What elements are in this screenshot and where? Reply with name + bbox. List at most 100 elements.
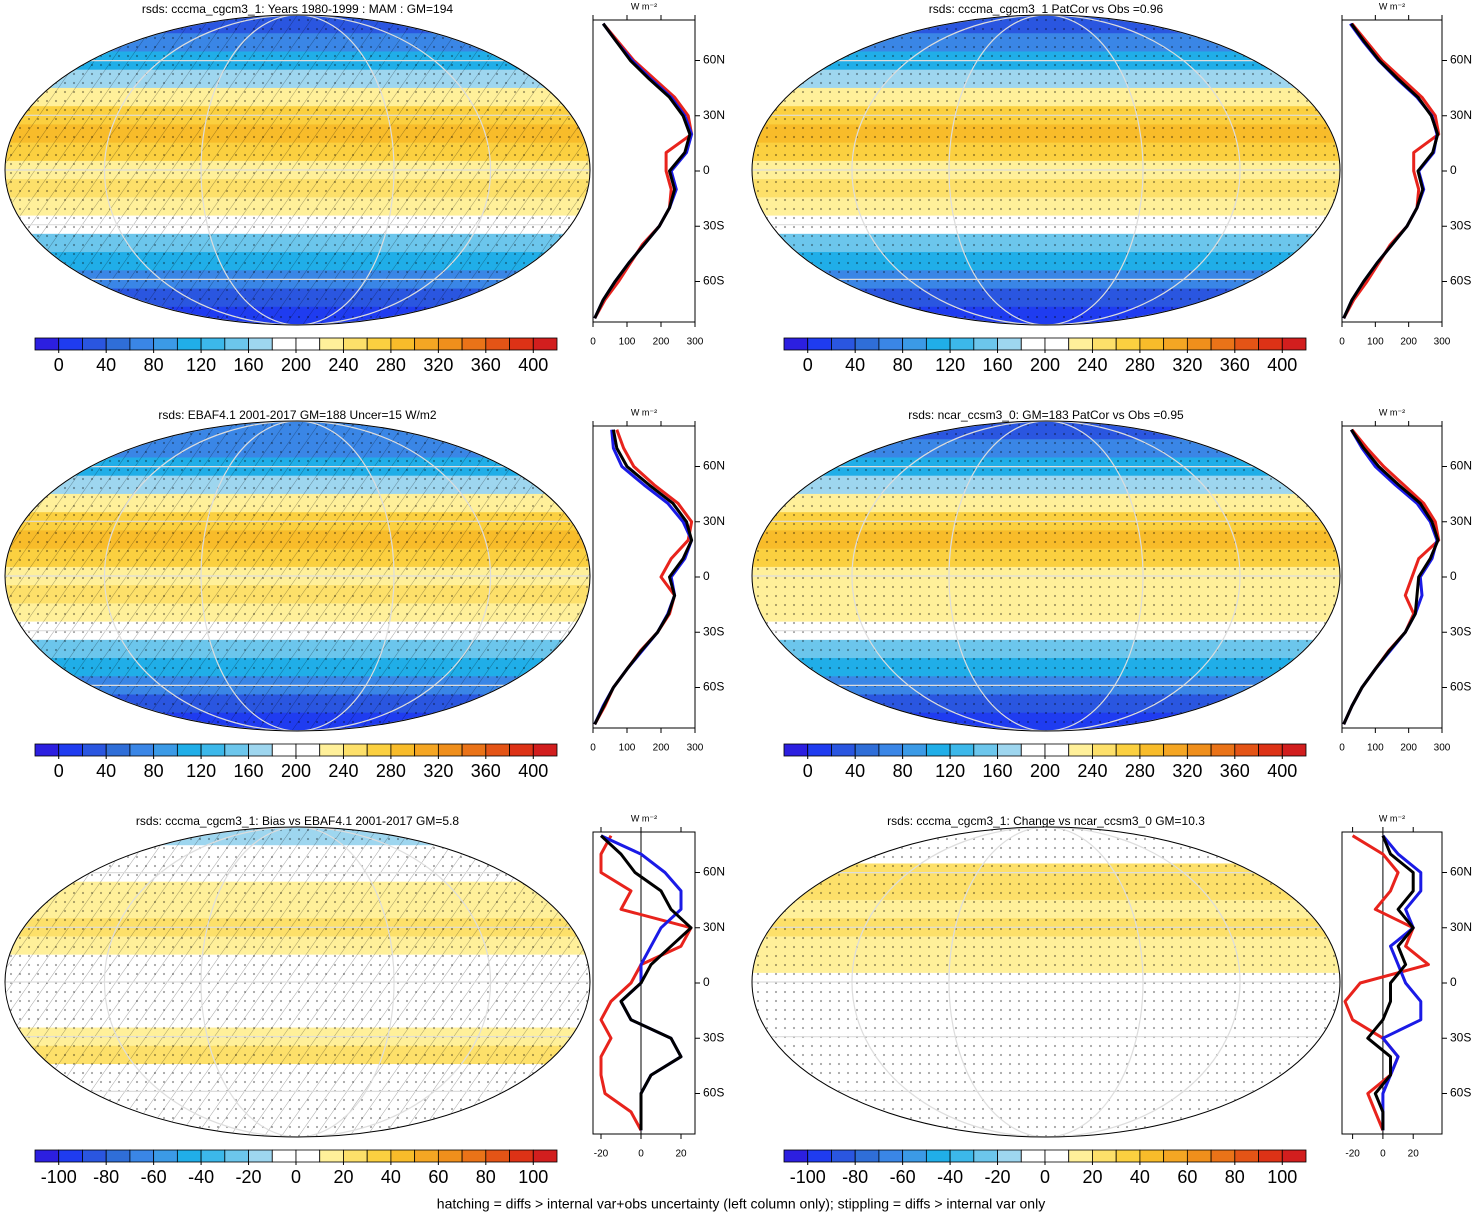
map [752,15,1340,325]
colorbar-box [366,743,392,757]
profile-frame [592,425,696,729]
x-tick-label: 300 [687,743,704,754]
profile-unit: W m⁻² [1379,813,1405,823]
colorbar-label: 280 [1125,355,1155,375]
colorbar-box [925,337,951,351]
colorbar-box [509,337,534,351]
colorbar-label: 120 [186,761,216,781]
colorbar-box [200,1149,226,1163]
colorbar-box [1139,1149,1165,1163]
colorbar-box [248,337,273,351]
colorbar-box [1115,743,1141,757]
colorbar-box [105,1149,131,1163]
map-outline [4,14,591,326]
colorbar-box [1186,1149,1212,1163]
colorbar-box [82,337,107,351]
map-outline [4,826,591,1138]
profile-line [1343,834,1430,1131]
colorbar-label: 40 [96,761,116,781]
colorbar-label: 280 [1125,761,1155,781]
colorbar-box [153,337,178,351]
x-tick-label: 200 [1400,337,1417,348]
colorbar-box [1210,337,1236,351]
colorbar-label: 360 [1220,355,1250,375]
map-outline [751,14,1341,326]
colorbar-box [390,1149,416,1163]
colorbar-box [831,337,856,351]
y-tick-label: 60N [1450,53,1472,67]
colorbar-box [129,1149,155,1163]
colorbar-box [783,1149,809,1163]
profile-frame [1341,425,1443,729]
colorbar-label: 400 [1267,761,1297,781]
colorbar-label: 120 [186,355,216,375]
colorbar-box [807,743,832,757]
profile-unit: W m⁻² [631,813,657,823]
colorbar-label: 20 [1082,1167,1102,1187]
profile-line [599,834,693,1131]
colorbar-box [973,337,998,351]
colorbar-box [295,743,321,757]
y-tick-label: 30N [703,514,725,528]
colorbar-box [1068,743,1093,757]
y-tick-label: 30N [703,920,725,934]
profile-line [1342,22,1440,319]
colorbar-label: 40 [96,355,116,375]
colorbar-box [248,1149,273,1163]
colorbar-box [224,743,249,757]
colorbar-box [366,1149,392,1163]
colorbar-label: -60 [141,1167,167,1187]
colorbar-box [1139,743,1165,757]
graticule [851,827,1241,1137]
map-outline [4,420,591,732]
colorbar-box [807,337,832,351]
colorbar-label: -100 [41,1167,77,1187]
y-tick-label: 0 [703,163,710,177]
y-tick-label: 60N [703,459,725,473]
colorbar-label: -40 [188,1167,214,1187]
colorbar-box [153,1149,178,1163]
colorbar-box [34,743,60,757]
x-tick-label: 20 [675,1149,687,1160]
colorbar-label: 80 [893,355,913,375]
profile-line [593,429,694,725]
y-tick-label: 60N [703,53,725,67]
colorbar-box [414,743,439,757]
panel-title: rsds: cccma_cgcm3_1: Change vs ncar_ccsm… [887,814,1205,828]
x-tick-label: -20 [594,1149,609,1160]
colorbar-box [1186,337,1212,351]
y-tick-label: 60N [1450,865,1472,879]
colorbar-label: 0 [1040,1167,1050,1187]
colorbar-box [1234,337,1259,351]
y-tick-label: 30N [1450,514,1472,528]
colorbar-box [949,743,975,757]
panel-title: rsds: cccma_cgcm3_1: Years 1980-1999 : M… [142,2,453,16]
colorbar-label: 120 [935,355,965,375]
colorbar-box [902,1149,927,1163]
colorbar-box [902,743,927,757]
colorbar-box [82,743,107,757]
colorbar-box [366,337,392,351]
x-tick-label: 20 [1408,1149,1420,1160]
x-tick-label: 100 [1367,337,1384,348]
colorbar-box [343,743,368,757]
graticule [948,421,1144,731]
colorbar-box [319,337,344,351]
colorbar-box [1092,743,1117,757]
colorbar-box [271,337,297,351]
y-tick-label: 30S [703,218,724,232]
colorbar-box [414,337,439,351]
panel-title: rsds: EBAF4.1 2001-2017 GM=188 Uncer=15 … [158,408,436,422]
x-tick-label: 0 [638,1149,644,1160]
colorbar-box [532,337,558,351]
colorbar-label: 80 [893,761,913,781]
panel-title: rsds: ncar_ccsm3_0: GM=183 PatCor vs Obs… [908,408,1184,422]
profile-line [1342,428,1441,725]
colorbar-label: -100 [790,1167,826,1187]
colorbar-label: 80 [1225,1167,1245,1187]
colorbar-box [1234,743,1259,757]
x-tick-label: 200 [1400,743,1417,754]
colorbar-label: 320 [423,761,453,781]
colorbar-label: -60 [890,1167,916,1187]
